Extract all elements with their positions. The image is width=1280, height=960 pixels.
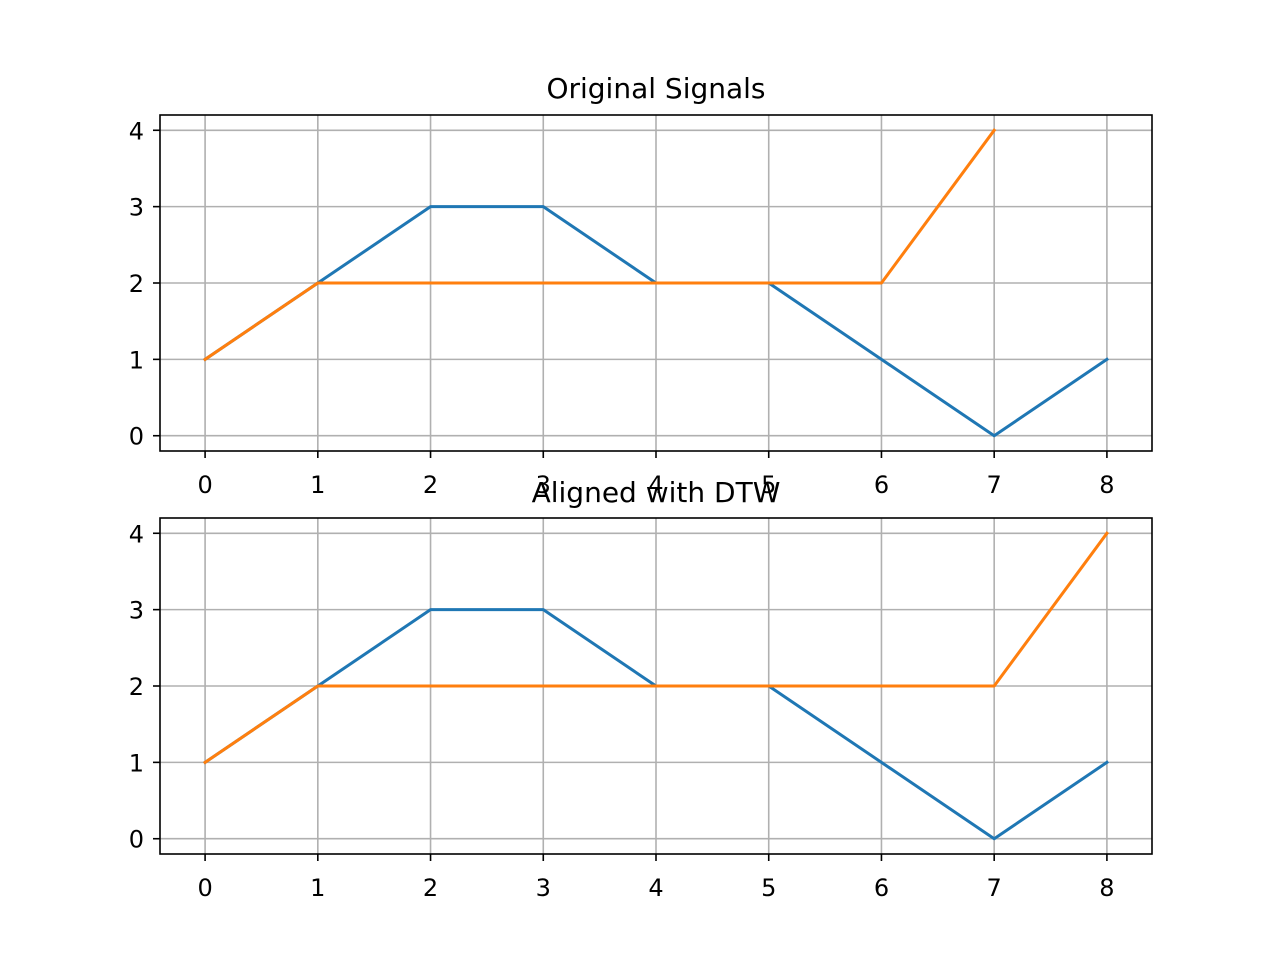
- x-tick-label: 4: [648, 471, 663, 499]
- x-tick-label: 2: [423, 874, 438, 902]
- x-tick-label: 1: [310, 874, 325, 902]
- subplot-1: 0 1 2 3 4 5 6 7 8 0 1 2 3 4 Original Signals: [129, 72, 1153, 499]
- y-tick-label: 2: [129, 270, 144, 298]
- x-tick-label: 6: [874, 874, 889, 902]
- series-2-line: [203, 531, 1110, 765]
- y-tick-label: 0: [129, 826, 144, 854]
- x-tick-label: 8: [1099, 874, 1114, 902]
- subplot-2: 0 1 2 3 4 5 6 7 8 0 1 2 3 4 Aligned with DTW: [129, 476, 1153, 902]
- series-2-line: [203, 128, 997, 362]
- x-tick-label: 8: [1099, 471, 1114, 499]
- x-tick-label: 6: [874, 471, 889, 499]
- x-tick-label: 3: [536, 874, 551, 902]
- y-tick-label: 2: [129, 673, 144, 701]
- x-tick-label: 3: [536, 471, 551, 499]
- x-tick-label: 5: [761, 874, 776, 902]
- x-tick-label: 2: [423, 471, 438, 499]
- x-tick-label: 7: [987, 874, 1002, 902]
- y-tick-label: 4: [129, 117, 144, 145]
- y-tick-label: 1: [129, 749, 144, 777]
- x-tick-label: 0: [197, 471, 212, 499]
- x-tick-label: 0: [197, 874, 212, 902]
- x-tick-label: 7: [987, 471, 1002, 499]
- y-tick-label: 3: [129, 194, 144, 222]
- subplot-title: Original Signals: [546, 72, 765, 105]
- y-tick-label: 0: [129, 423, 144, 451]
- x-tick-label: 4: [648, 874, 663, 902]
- y-tick-label: 1: [129, 346, 144, 374]
- x-tick-label: 5: [761, 471, 776, 499]
- subplot-title: Aligned with DTW: [532, 476, 781, 509]
- x-tick-label: 1: [310, 471, 325, 499]
- y-tick-label: 4: [129, 520, 144, 548]
- y-tick-label: 3: [129, 597, 144, 625]
